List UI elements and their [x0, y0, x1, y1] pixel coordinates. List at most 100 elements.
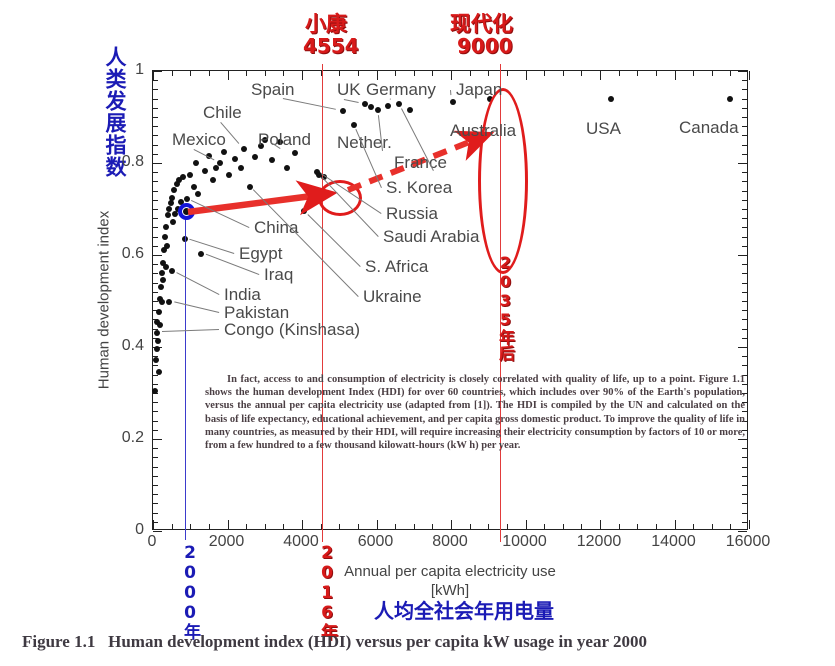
x-tick-top	[395, 71, 397, 76]
x-axis-title: Annual per capita electricity use [kWh]	[344, 562, 556, 600]
y-tick	[153, 199, 158, 201]
y-tick	[153, 190, 158, 192]
country-label-s-korea: S. Korea	[386, 178, 453, 197]
y-tick-right	[742, 209, 747, 210]
y-tick-right	[742, 365, 747, 367]
x-tick-top	[506, 71, 508, 76]
y-tick-right	[742, 485, 747, 486]
x-tick-top	[525, 71, 527, 80]
paragraph-text: In fact, access to and consumption of el…	[205, 374, 745, 452]
country-label-mexico: Mexico	[172, 130, 226, 149]
x-tick	[674, 520, 676, 529]
modernization-label: 现代化	[450, 12, 513, 36]
x-tick	[208, 524, 210, 529]
y-tick	[153, 402, 158, 404]
data-point	[395, 101, 402, 108]
x-tick-top	[600, 71, 601, 80]
y-tick-right	[738, 531, 747, 532]
y-tick	[153, 365, 158, 367]
data-point	[237, 164, 244, 171]
data-point	[166, 206, 173, 212]
y-tick	[153, 71, 162, 72]
data-point	[163, 224, 170, 231]
x-tick	[711, 524, 713, 529]
country-label-chile: Chile	[203, 103, 242, 122]
y-tick	[153, 457, 158, 459]
figure-caption: Figure 1.1 Human development index (HDI)…	[22, 632, 822, 652]
data-point	[202, 168, 209, 175]
country-label-saudi-arabia: Saudi Arabia	[383, 227, 480, 246]
y-tick	[153, 264, 158, 266]
x-tick	[544, 524, 546, 529]
data-point	[449, 98, 456, 105]
x-tick	[730, 524, 732, 529]
y-tick	[153, 126, 158, 128]
data-point	[276, 139, 283, 146]
data-point	[154, 346, 161, 353]
year-2000-label: 2000年	[180, 543, 200, 640]
data-point	[262, 137, 269, 143]
x-tick-label: 12000	[576, 533, 622, 550]
country-label-usa: USA	[586, 119, 621, 138]
x-tick	[283, 524, 285, 529]
x-tick-top	[227, 71, 229, 80]
y-tick-right	[742, 310, 747, 312]
x-tick-label: 0	[147, 533, 157, 550]
data-point	[166, 298, 173, 305]
data-point	[167, 200, 174, 207]
y-tick-right	[742, 107, 747, 109]
data-point	[727, 95, 734, 102]
x-tick-label: 10000	[502, 533, 547, 550]
y-tick	[153, 301, 158, 302]
x-tick-label: 2000	[208, 533, 245, 550]
y-tick-right	[742, 337, 747, 339]
country-label-canada: Canada	[679, 118, 739, 137]
x-tick-top	[749, 71, 750, 80]
data-point	[152, 356, 159, 363]
country-label-russia: Russia	[386, 204, 438, 223]
y-tick	[153, 255, 162, 256]
data-point	[198, 250, 205, 257]
country-label-s-africa: S. Africa	[365, 257, 429, 276]
data-point	[179, 173, 186, 180]
x-tick	[171, 524, 173, 529]
x-tick-top	[339, 71, 341, 76]
x-tick-top	[637, 71, 639, 76]
x-tick-top	[432, 71, 434, 76]
x-tick	[451, 520, 452, 529]
data-point	[158, 270, 165, 277]
y-tick-right	[742, 291, 747, 293]
y-tick	[153, 494, 158, 496]
y-tick-right	[742, 172, 747, 174]
data-point	[190, 183, 197, 190]
y-tick	[153, 135, 158, 137]
y-tick	[153, 420, 158, 422]
x-tick-top	[469, 71, 471, 76]
data-point	[156, 295, 163, 302]
country-label-pakistan: Pakistan	[224, 303, 290, 322]
y-tick	[153, 531, 162, 532]
data-point	[157, 321, 164, 328]
data-point	[241, 145, 248, 152]
x-tick	[469, 524, 471, 529]
data-point	[173, 180, 180, 187]
x-tick-label: 6000	[357, 533, 394, 550]
guide-line-2035	[500, 64, 502, 542]
x-tick	[339, 524, 341, 529]
data-point	[315, 171, 322, 178]
data-point	[375, 107, 382, 114]
y-tick	[153, 172, 158, 174]
data-point	[231, 156, 238, 163]
x-tick	[246, 524, 248, 529]
y-tick-right	[742, 301, 747, 302]
y-tick-right	[742, 319, 747, 321]
y-tick	[153, 374, 158, 376]
country-label-poland: Poland	[258, 130, 311, 149]
x-tick-top	[208, 71, 210, 76]
country-label-china: China	[254, 218, 299, 237]
y-tick	[153, 163, 162, 164]
y-axis-chinese-label: 人类发展指数	[103, 46, 127, 178]
data-point	[160, 277, 167, 284]
data-point	[155, 369, 162, 376]
data-point	[159, 259, 166, 266]
